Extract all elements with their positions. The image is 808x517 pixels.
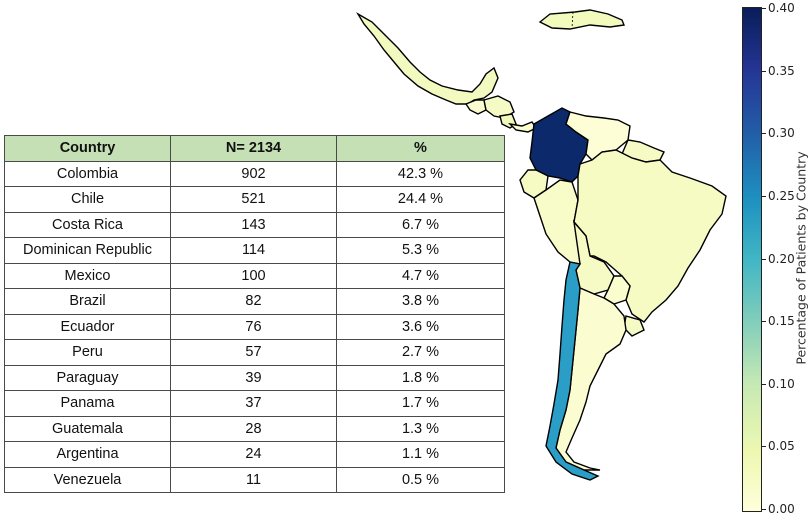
cell-country: Chile (4, 186, 171, 213)
cell-n: 24 (170, 441, 337, 468)
colorbar-tick (761, 70, 766, 72)
cell-n: 100 (170, 262, 337, 289)
table-row: Peru 57 2.7 % (4, 339, 505, 366)
country-table: Country N= 2134 % Colombia 902 42.3 % Chil… (4, 135, 505, 493)
colorbar-tick-label: 0.40 (768, 1, 795, 15)
region-mexico (356, 12, 499, 105)
cell-n: 902 (170, 160, 337, 187)
cell-percent: 1.3 % (336, 415, 505, 442)
colorbar (742, 7, 762, 512)
table-row: Colombia 902 42.3 % (4, 160, 505, 187)
cell-country: Costa Rica (4, 211, 171, 238)
cell-percent: 42.3 % (336, 160, 505, 187)
cell-percent: 4.7 % (336, 262, 505, 289)
cell-percent: 5.3 % (336, 237, 505, 264)
cell-country: Panama (4, 390, 171, 417)
cell-n: 82 (170, 288, 337, 315)
colorbar-tick (761, 509, 766, 510)
cell-n: 76 (170, 313, 337, 340)
header-country: Country (4, 135, 171, 162)
cell-country: Peru (4, 339, 171, 366)
cell-n: 28 (170, 415, 337, 442)
cell-country: Ecuador (4, 313, 171, 340)
colorbar-tick (761, 321, 766, 323)
region-chile (545, 261, 600, 481)
colorbar-tick (761, 446, 766, 448)
colorbar-tick-label: 0.15 (768, 314, 795, 329)
cell-n: 11 (170, 466, 337, 493)
cell-n: 114 (170, 237, 337, 264)
table-row: Brazil 82 3.8 % (4, 288, 505, 315)
cell-percent: 0.5 % (336, 466, 505, 493)
cell-country: Mexico (4, 262, 171, 289)
colorbar-tick (761, 8, 766, 9)
colorbar-tick (761, 258, 766, 260)
table-row: Mexico 100 4.7 % (4, 262, 505, 289)
colorbar-tick-label: 0.25 (768, 188, 795, 203)
cell-percent: 6.7 % (336, 211, 505, 238)
cell-country: Paraguay (4, 364, 171, 391)
table-row: Venezuela 11 0.5 % (4, 466, 505, 493)
region-guatemala (464, 99, 487, 115)
table-row: Chile 521 24.4 % (4, 186, 505, 213)
cell-country: Brazil (4, 288, 171, 315)
table-row: Paraguay 39 1.8 % (4, 364, 505, 391)
cell-percent: 24.4 % (336, 186, 505, 213)
header-percent: % (336, 135, 505, 162)
cell-n: 37 (170, 390, 337, 417)
cell-percent: 2.7 % (336, 339, 505, 366)
cell-percent: 1.7 % (336, 390, 505, 417)
table-row: Panama 37 1.7 % (4, 390, 505, 417)
cell-n: 57 (170, 339, 337, 366)
cell-percent: 3.6 % (336, 313, 505, 340)
table-header-row: Country N= 2134 % (4, 135, 505, 162)
region-dominican-republic (538, 9, 625, 30)
table-row: Ecuador 76 3.6 % (4, 313, 505, 340)
cell-country: Argentina (4, 441, 171, 468)
colorbar-tick (761, 195, 766, 197)
table-row: Costa Rica 143 6.7 % (4, 211, 505, 238)
cell-country: Guatemala (4, 415, 171, 442)
cell-n: 39 (170, 364, 337, 391)
cell-percent: 1.8 % (336, 364, 505, 391)
cell-n: 143 (170, 211, 337, 238)
colorbar-tick-label: 0.35 (768, 63, 795, 78)
cell-country: Venezuela (4, 466, 171, 493)
table-row: Guatemala 28 1.3 % (4, 415, 505, 442)
colorbar-tick (761, 383, 766, 385)
table-row: Argentina 24 1.1 % (4, 441, 505, 468)
colorbar-tick-label: 0.30 (768, 126, 795, 141)
cell-percent: 3.8 % (336, 288, 505, 315)
colorbar-tick-label: 0.05 (768, 439, 795, 454)
header-n: N= 2134 (170, 135, 337, 162)
cell-country: Dominican Republic (4, 237, 171, 264)
colorbar-tick-label: 0.10 (768, 376, 795, 391)
cell-percent: 1.1 % (336, 441, 505, 468)
cell-country: Colombia (4, 160, 171, 187)
cell-n: 521 (170, 186, 337, 213)
colorbar-title: Percentage of Patients by Country (793, 151, 808, 365)
colorbar-tick (761, 133, 766, 135)
colorbar-tick-label: 0.20 (768, 251, 795, 266)
table-row: Dominican Republic 114 5.3 % (4, 237, 505, 264)
colorbar-tick-label: 0.00 (768, 502, 795, 516)
region-brazil (573, 149, 727, 323)
